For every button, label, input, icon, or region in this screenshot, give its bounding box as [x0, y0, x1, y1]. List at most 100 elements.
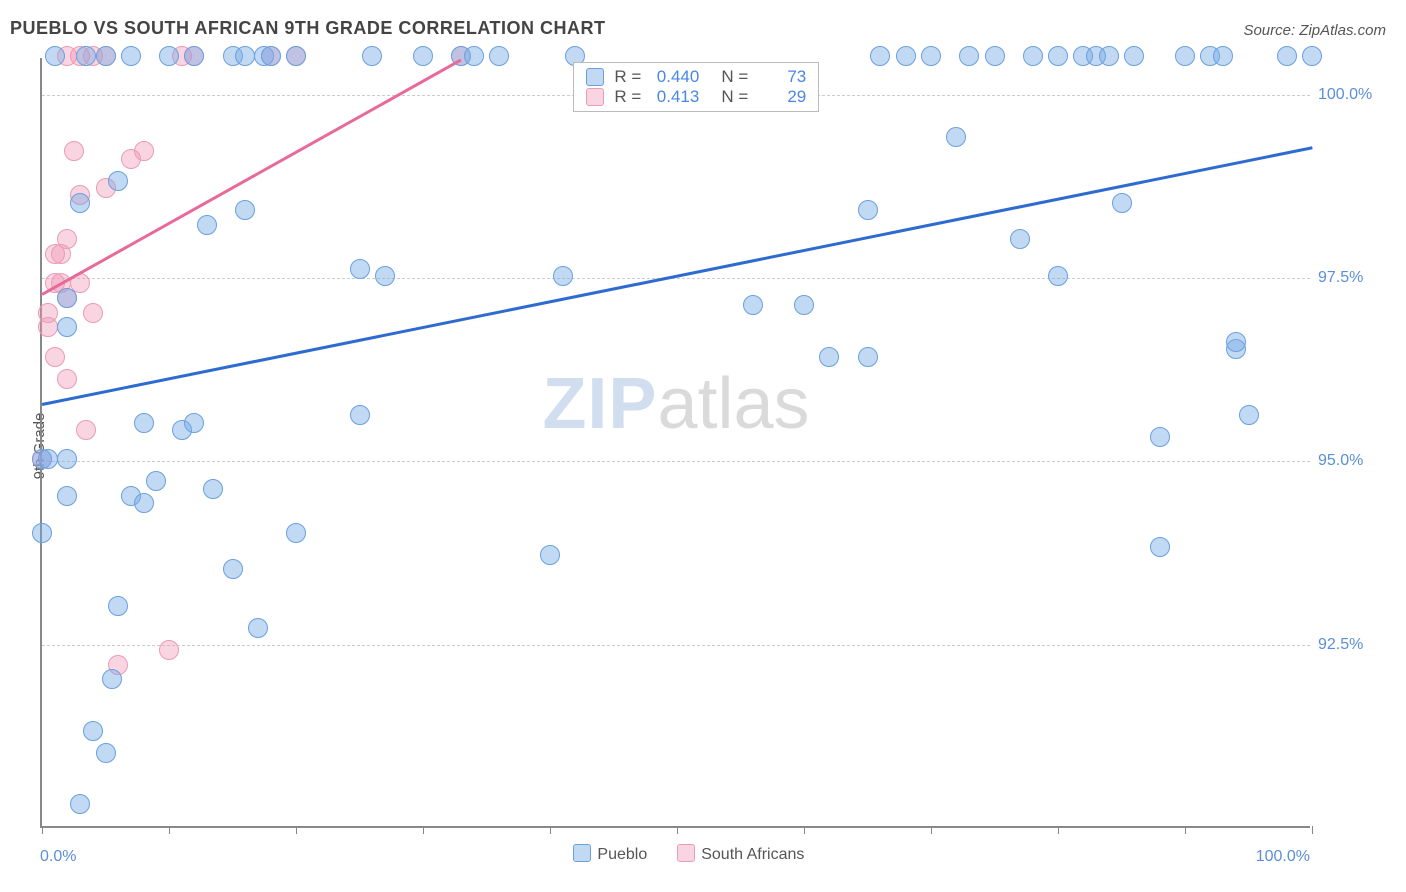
data-point	[794, 295, 814, 315]
data-point	[540, 545, 560, 565]
source-credit: Source: ZipAtlas.com	[1243, 22, 1386, 39]
data-point	[819, 347, 839, 367]
legend-row: R =0.413N =29	[586, 87, 806, 107]
x-tick	[296, 826, 297, 834]
data-point	[489, 46, 509, 66]
data-point	[203, 479, 223, 499]
data-point	[83, 303, 103, 323]
data-point	[286, 46, 306, 66]
x-tick	[550, 826, 551, 834]
x-tick	[169, 826, 170, 834]
r-value: 0.413	[651, 87, 699, 107]
data-point	[57, 369, 77, 389]
data-point	[38, 449, 58, 469]
data-point	[946, 127, 966, 147]
data-point	[45, 46, 65, 66]
data-point	[134, 141, 154, 161]
data-point	[1112, 193, 1132, 213]
legend-label: South Africans	[701, 846, 804, 863]
data-point	[159, 640, 179, 660]
chart-title: PUEBLO VS SOUTH AFRICAN 9TH GRADE CORREL…	[10, 18, 606, 39]
y-tick-label: 97.5%	[1318, 269, 1398, 287]
data-point	[57, 449, 77, 469]
r-value: 0.440	[651, 67, 699, 87]
legend-swatch	[677, 844, 695, 862]
n-label: N =	[721, 87, 748, 107]
data-point	[1226, 332, 1246, 352]
data-point	[350, 259, 370, 279]
data-point	[184, 46, 204, 66]
data-point	[1302, 46, 1322, 66]
data-point	[1023, 46, 1043, 66]
data-point	[743, 295, 763, 315]
data-point	[134, 413, 154, 433]
gridline	[42, 278, 1310, 279]
data-point	[121, 46, 141, 66]
data-point	[108, 171, 128, 191]
x-tick-label: 100.0%	[1256, 848, 1310, 866]
data-point	[350, 405, 370, 425]
r-label: R =	[614, 67, 641, 87]
data-point	[38, 303, 58, 323]
y-tick-label: 92.5%	[1318, 636, 1398, 654]
data-point	[1010, 229, 1030, 249]
data-point	[985, 46, 1005, 66]
x-tick	[1185, 826, 1186, 834]
data-point	[134, 493, 154, 513]
data-point	[870, 46, 890, 66]
gridline	[42, 461, 1310, 462]
data-point	[235, 200, 255, 220]
data-point	[1048, 46, 1068, 66]
data-point	[375, 266, 395, 286]
data-point	[76, 420, 96, 440]
data-point	[70, 193, 90, 213]
correlation-legend: R =0.440N =73R =0.413N =29	[573, 62, 819, 112]
data-point	[57, 288, 77, 308]
data-point	[858, 347, 878, 367]
data-point	[1175, 46, 1195, 66]
y-tick-label: 100.0%	[1318, 86, 1398, 104]
watermark: ZIPatlas	[542, 363, 809, 445]
y-tick-label: 95.0%	[1318, 452, 1398, 470]
data-point	[896, 46, 916, 66]
legend-item: South Africans	[677, 844, 804, 864]
watermark-atlas: atlas	[657, 364, 809, 444]
data-point	[921, 46, 941, 66]
data-point	[146, 471, 166, 491]
data-point	[1277, 46, 1297, 66]
legend-swatch	[573, 844, 591, 862]
x-tick	[677, 826, 678, 834]
data-point	[96, 743, 116, 763]
data-point	[1124, 46, 1144, 66]
data-point	[1048, 266, 1068, 286]
data-point	[57, 229, 77, 249]
data-point	[1099, 46, 1119, 66]
n-value: 73	[758, 67, 806, 87]
x-tick	[1058, 826, 1059, 834]
data-point	[362, 46, 382, 66]
data-point	[159, 46, 179, 66]
data-point	[102, 669, 122, 689]
data-point	[553, 266, 573, 286]
data-point	[1239, 405, 1259, 425]
data-point	[1150, 427, 1170, 447]
data-point	[96, 46, 116, 66]
data-point	[32, 523, 52, 543]
data-point	[76, 46, 96, 66]
data-point	[261, 46, 281, 66]
data-point	[70, 794, 90, 814]
n-value: 29	[758, 87, 806, 107]
x-tick	[423, 826, 424, 834]
data-point	[248, 618, 268, 638]
x-tick	[804, 826, 805, 834]
data-point	[235, 46, 255, 66]
data-point	[413, 46, 433, 66]
data-point	[57, 317, 77, 337]
legend-swatch	[586, 88, 604, 106]
series-legend: PuebloSouth Africans	[573, 844, 804, 864]
x-tick	[931, 826, 932, 834]
x-tick-label: 0.0%	[40, 848, 76, 866]
watermark-zip: ZIP	[542, 364, 657, 444]
x-tick	[42, 826, 43, 834]
scatter-plot: ZIPatlas 92.5%95.0%97.5%100.0%	[40, 58, 1310, 828]
